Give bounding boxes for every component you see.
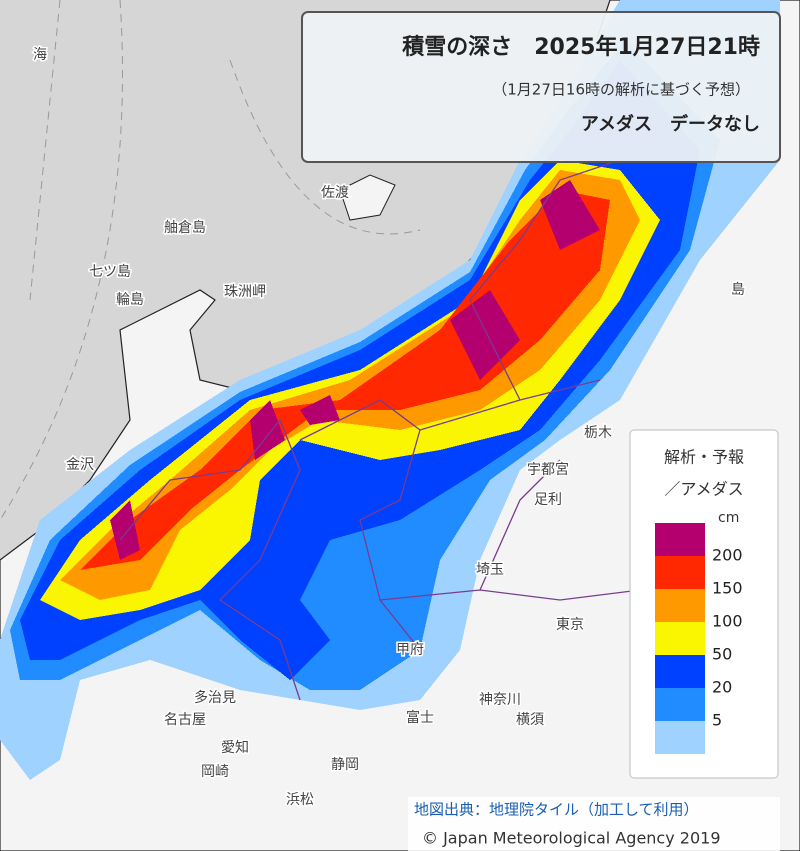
legend-label: 150: [712, 579, 743, 598]
place-label: 佐渡: [321, 185, 349, 201]
place-label: 輪島: [116, 291, 144, 308]
legend-swatch: [655, 721, 705, 754]
snow-zone: [110, 180, 600, 560]
title-box: [301, 11, 781, 163]
legend-swatch: [655, 622, 705, 655]
place-label: 静岡: [331, 757, 359, 773]
legend-swatch: [655, 523, 705, 556]
place-label: 名古屋: [164, 712, 206, 728]
legend-swatch: [655, 688, 705, 721]
place-label: 島: [731, 282, 745, 298]
place-label: 埼玉: [476, 562, 504, 578]
place-label: 岡崎: [201, 764, 229, 780]
legend-label: 50: [712, 645, 732, 664]
prefecture-boundaries: [119, 159, 641, 701]
place-label: 多治見: [194, 689, 236, 706]
sado-island: [339, 174, 396, 221]
place-label: 海: [33, 47, 47, 63]
place-label: 珠洲岬: [224, 284, 266, 300]
snow-depth: [0, 0, 780, 780]
attribution-box: [408, 797, 780, 851]
place-label: 浜松: [286, 792, 314, 808]
sea-boundary: [0, 0, 421, 521]
place-label: 栃木: [584, 425, 612, 441]
legend-unit: cm: [718, 510, 739, 526]
place-label: 舳倉島: [164, 220, 206, 236]
copyright: © Japan Meteorological Agency 2019: [422, 829, 721, 848]
snow-zone: [80, 190, 610, 570]
legend-title: ／アメダス: [664, 480, 743, 499]
legend-title: 解析・予報: [664, 448, 744, 467]
place-label: 宇都宮: [527, 462, 569, 478]
legend-swatch: [655, 556, 705, 589]
place-label: 富士: [406, 709, 434, 726]
legend-swatch: [655, 655, 705, 688]
place-label: 甲府: [396, 642, 424, 658]
place-label: 東京: [556, 617, 584, 633]
title: 積雪の深さ 2025年1月27日21時: [402, 34, 760, 60]
legend-label: 200: [712, 546, 743, 565]
place-label: 金沢: [66, 457, 94, 473]
place-label: 神奈川: [479, 692, 521, 708]
place-label: 七ツ島: [89, 264, 131, 280]
legend-label: 5: [712, 711, 722, 730]
place-label: 足利: [534, 492, 562, 508]
notice: アメダス データなし: [581, 113, 760, 135]
legend-swatch: [655, 589, 705, 622]
map-source: 地図出典：地理院タイル（加工して利用）: [414, 801, 699, 819]
legend-label: 20: [712, 678, 732, 697]
legend-label: 100: [712, 612, 743, 631]
legend-scale: 200 150 100 50 20 5: [655, 523, 743, 754]
place-label: 愛知: [221, 739, 249, 756]
subtitle: （1月27日16時の解析に基づく予想）: [492, 81, 750, 99]
place-label: 横須: [516, 712, 544, 728]
